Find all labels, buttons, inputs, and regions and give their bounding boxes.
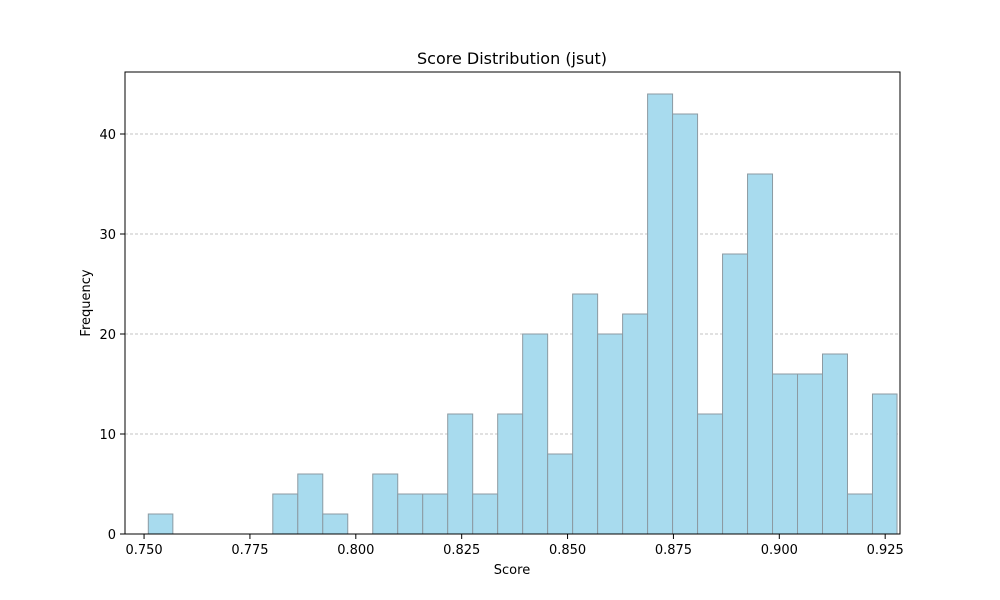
histogram-bar	[647, 93, 674, 535]
histogram-bar	[772, 373, 799, 535]
y-axis-ticks: 0 10 20 30 40	[99, 128, 125, 543]
histogram-bar	[871, 393, 898, 535]
histogram-bar	[846, 493, 873, 535]
x-tick-label: 0.850	[549, 543, 586, 558]
histogram-bar	[372, 473, 399, 535]
histogram-bar	[622, 313, 649, 535]
histogram-bar	[572, 293, 599, 535]
histogram-bar	[722, 253, 749, 535]
x-axis-ticks: 0.750 0.775 0.800 0.825 0.850 0.875 0.900 0.925	[125, 534, 904, 558]
x-tick-label: 0.900	[761, 543, 798, 558]
y-tick-label: 40	[99, 128, 116, 143]
histogram-bar	[272, 493, 299, 535]
histogram-bar	[797, 373, 824, 535]
x-tick-label: 0.925	[867, 543, 904, 558]
histogram-bar	[697, 413, 724, 535]
y-tick-label: 10	[99, 428, 116, 443]
x-tick-label: 0.875	[655, 543, 692, 558]
histogram-bar	[322, 513, 349, 535]
histogram-bar	[297, 473, 324, 535]
histogram-bar	[547, 453, 574, 535]
histogram-bar	[522, 333, 549, 535]
histogram-bar	[397, 493, 424, 535]
histogram-bar	[672, 113, 699, 535]
x-tick-label: 0.825	[443, 543, 480, 558]
histogram-bar	[822, 353, 848, 535]
histogram-bar	[497, 413, 524, 535]
histogram-bar	[422, 493, 449, 535]
histogram-bar	[147, 513, 174, 535]
plot-frame	[124, 71, 901, 535]
y-tick-label: 20	[99, 328, 116, 343]
histogram-bar	[747, 173, 774, 535]
histogram-bars	[147, 93, 898, 535]
y-tick-label: 0	[108, 528, 116, 543]
y-axis-title: Frequency	[79, 269, 94, 336]
y-tick-label: 30	[99, 228, 116, 243]
chart-title: Score Distribution (jsut)	[417, 49, 607, 68]
x-tick-label: 0.800	[337, 543, 374, 558]
histogram-bar	[447, 413, 474, 535]
histogram-bar	[597, 333, 624, 535]
x-tick-label: 0.750	[125, 543, 162, 558]
histogram-bar	[472, 493, 499, 535]
x-axis-title: Score	[494, 563, 530, 578]
x-tick-label: 0.775	[231, 543, 268, 558]
